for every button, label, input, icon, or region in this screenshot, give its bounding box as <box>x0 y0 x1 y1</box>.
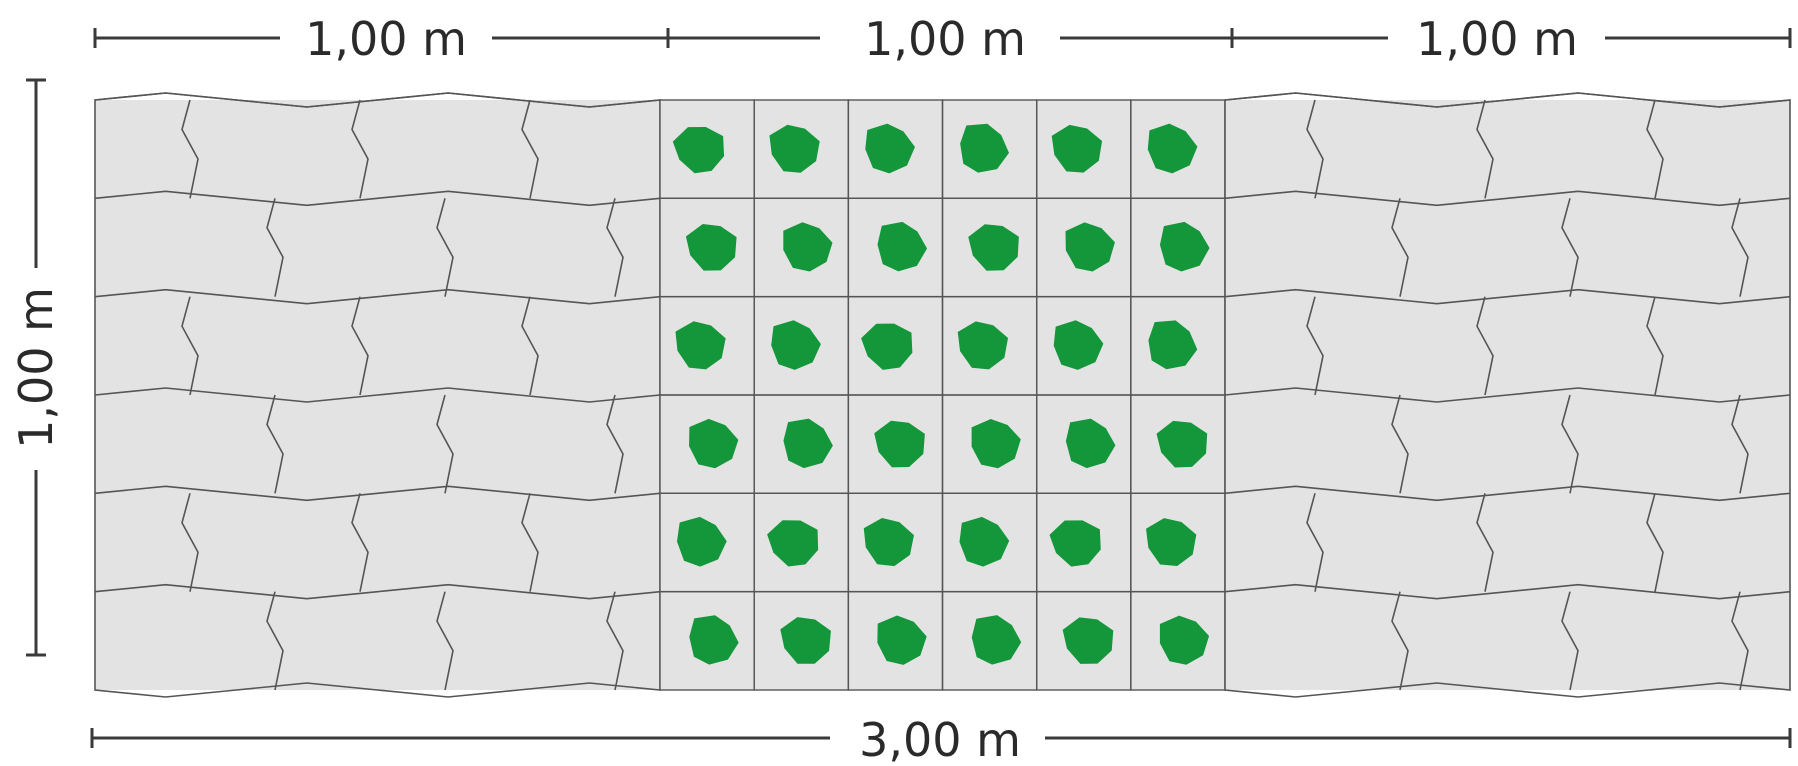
paver-joint-vertical <box>1476 493 1494 592</box>
grass-hole <box>877 221 928 272</box>
grass-hole <box>1159 615 1210 665</box>
paving-stones-section-right <box>1224 92 1791 698</box>
grass-hole <box>959 516 1010 567</box>
paver-joint-vertical <box>1646 493 1664 592</box>
bottom-dimension-line <box>90 728 1792 748</box>
grass-hole <box>968 224 1019 271</box>
paver-joint-vertical <box>1476 296 1494 396</box>
paver-joint-horizontal <box>94 190 661 207</box>
grass-hole <box>971 615 1022 665</box>
grass-hole <box>767 520 819 567</box>
paver-joint-horizontal <box>1224 387 1791 403</box>
grass-hole <box>1065 222 1115 272</box>
grass-hole <box>1156 420 1208 468</box>
grass-hole <box>1065 418 1116 469</box>
grass-hole <box>689 418 739 469</box>
grass-hole <box>861 323 913 370</box>
paver-joint-vertical <box>1646 99 1664 199</box>
grass-hole <box>971 419 1021 469</box>
grass-hole <box>689 615 739 665</box>
paver-joint-vertical <box>1306 493 1324 592</box>
paver-joint-vertical <box>1731 198 1749 297</box>
paver-joint-horizontal <box>94 485 661 502</box>
grass-hole <box>675 321 726 370</box>
grass-hole <box>780 617 831 664</box>
grass-hole <box>1148 320 1198 370</box>
paver-joint-vertical <box>1561 198 1579 297</box>
paver-joint-vertical <box>1646 296 1664 396</box>
grass-hole <box>863 517 914 567</box>
paver-joint-horizontal <box>94 288 661 305</box>
paver-joint-vertical <box>1391 198 1409 297</box>
paver-joint-vertical <box>606 198 624 297</box>
top-dimension-label-1: 1,00 m <box>305 12 467 66</box>
grass-hole <box>1062 617 1114 664</box>
grass-hole <box>865 123 915 174</box>
grass-hole <box>685 224 737 271</box>
paver-joint-vertical <box>1306 296 1324 396</box>
paver-joint-vertical <box>351 493 369 592</box>
grass-hole <box>874 420 925 468</box>
grass-hole <box>672 127 725 174</box>
grass-hole <box>1147 123 1198 174</box>
paver-joint-vertical <box>436 591 454 691</box>
paver-joint-vertical <box>266 198 284 297</box>
grass-hole <box>877 615 927 665</box>
bottom-dimension-label: 3,00 m <box>859 713 1021 766</box>
paver-joint-horizontal <box>1224 583 1791 600</box>
grass-hole <box>1146 518 1197 567</box>
paver-joint-vertical <box>351 99 369 199</box>
top-dimension-line <box>93 28 1792 48</box>
paver-joint-vertical <box>1561 394 1579 494</box>
paver-joint-vertical <box>1561 591 1579 691</box>
paver-joint-vertical <box>1731 591 1749 691</box>
paver-joint-vertical <box>436 198 454 297</box>
paver-joint-vertical <box>1306 99 1324 199</box>
paver-joint-horizontal <box>94 387 661 403</box>
paver-joint-vertical <box>606 591 624 691</box>
paver-joint-vertical <box>266 591 284 691</box>
grass-hole <box>1053 320 1104 370</box>
paver-joint-horizontal <box>94 583 661 600</box>
top-dimension-label-3: 1,00 m <box>1416 12 1578 66</box>
paver-joint-vertical <box>351 296 369 396</box>
grass-hole <box>676 516 727 567</box>
paver-joint-vertical <box>181 99 199 199</box>
paver-joint-vertical <box>521 493 539 592</box>
paver-joint-vertical <box>181 493 199 592</box>
grass-hole <box>1049 520 1101 567</box>
grass-hole <box>1051 124 1103 173</box>
paver-joint-vertical <box>266 394 284 494</box>
paver-joint-horizontal <box>1224 288 1791 305</box>
grass-hole <box>771 320 821 370</box>
paver-joint-vertical <box>1391 591 1409 691</box>
grass-hole <box>769 124 820 173</box>
paver-joint-vertical <box>606 394 624 494</box>
paver-joint-vertical <box>436 394 454 494</box>
grass-hole <box>783 418 833 469</box>
paver-joint-vertical <box>1476 99 1494 199</box>
left-dimension-line <box>26 78 46 657</box>
paver-joint-horizontal <box>1224 485 1791 502</box>
paving-stones-section-left <box>94 92 661 698</box>
paver-joint-vertical <box>181 296 199 396</box>
paver-joint-horizontal <box>1224 190 1791 207</box>
grass-hole <box>783 222 833 272</box>
paver-joint-vertical <box>1731 394 1749 494</box>
left-dimension-label: 1,00 m <box>9 287 63 449</box>
grass-hole <box>957 321 1009 370</box>
top-dimension-label-2: 1,00 m <box>864 12 1026 66</box>
paver-joint-vertical <box>521 296 539 396</box>
grass-pavers-section <box>659 99 1226 691</box>
paving-outline <box>1224 92 1791 698</box>
paver-joint-vertical <box>1391 394 1409 494</box>
grass-hole <box>1159 221 1210 272</box>
paver-joint-vertical <box>521 99 539 199</box>
grass-hole <box>960 123 1009 173</box>
